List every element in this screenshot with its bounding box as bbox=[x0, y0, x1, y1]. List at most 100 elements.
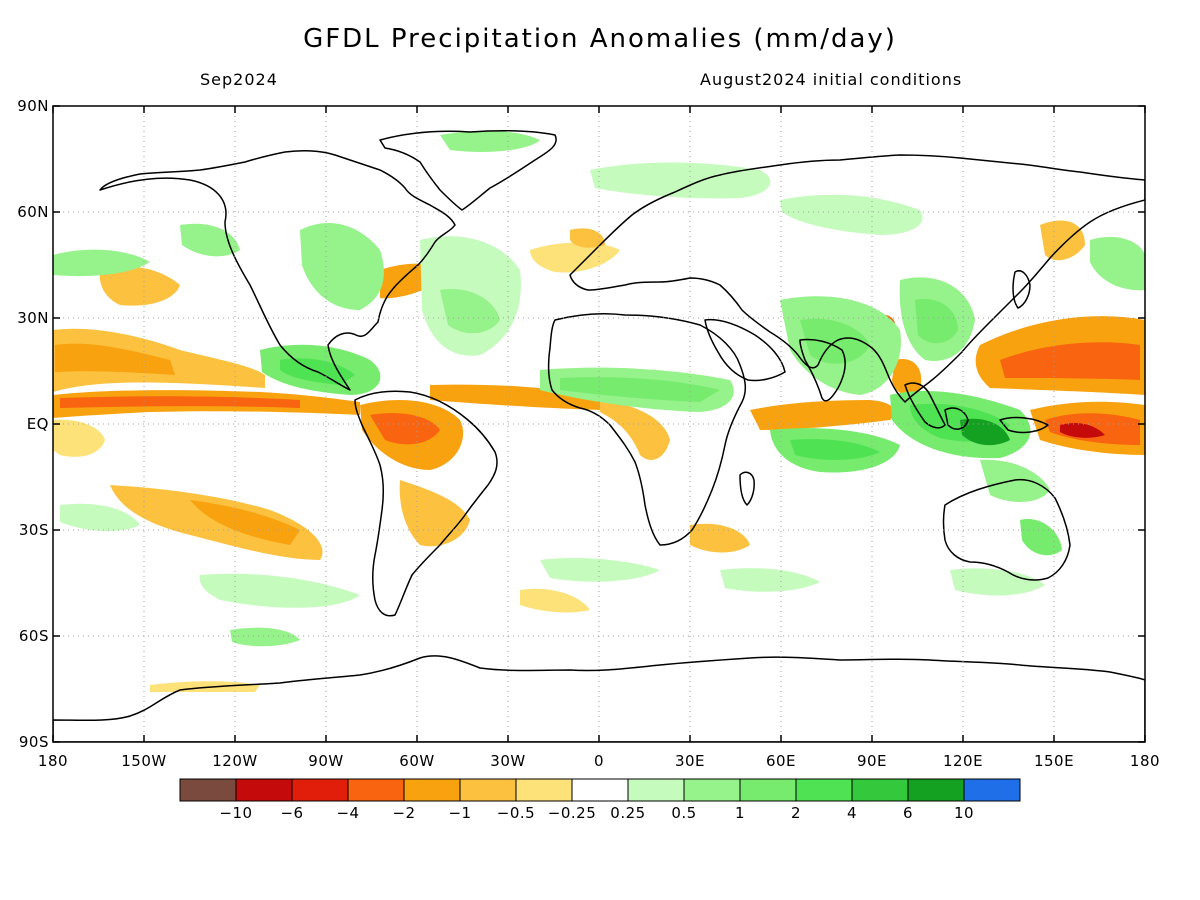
anomaly-patch bbox=[55, 343, 175, 375]
colorbar-swatch bbox=[571, 778, 629, 802]
anomaly-patch bbox=[440, 289, 500, 334]
anomaly-patch bbox=[1040, 220, 1085, 261]
coastline-madagascar bbox=[739, 471, 755, 506]
anomaly-patch bbox=[1090, 236, 1145, 291]
colorbar-label: 1 bbox=[735, 804, 745, 822]
coastlines bbox=[53, 130, 1145, 742]
anomaly-patch bbox=[950, 568, 1045, 596]
map-title: GFDL Precipitation Anomalies (mm/day) bbox=[303, 24, 897, 54]
colorbar: −10 −6 −4 −2 −1 −0.5 −0.25 0.25 0.5 1 2 4 6 10 bbox=[179, 778, 1021, 822]
lon-label: 150E bbox=[1034, 752, 1074, 770]
anomaly-patch bbox=[530, 242, 620, 273]
lat-label: 90S bbox=[19, 733, 49, 751]
coastline-australia bbox=[942, 478, 1071, 581]
anomaly-patch bbox=[399, 480, 470, 547]
coastline-antarctica bbox=[53, 655, 1145, 742]
colorbar-label: −10 bbox=[219, 804, 252, 822]
anomaly-patch bbox=[60, 503, 140, 532]
anomaly-patch bbox=[1000, 342, 1140, 380]
colorbar-swatch bbox=[347, 778, 405, 802]
colorbar-label: −6 bbox=[280, 804, 303, 822]
lon-label: 30W bbox=[490, 752, 525, 770]
coastline-north-america bbox=[99, 150, 456, 391]
anomaly-patch bbox=[570, 228, 605, 248]
anomaly-field bbox=[53, 130, 1145, 692]
colorbar-swatch bbox=[795, 778, 853, 802]
colorbar-label: 4 bbox=[847, 804, 857, 822]
colorbar-swatch bbox=[291, 778, 349, 802]
anomaly-patch bbox=[1060, 423, 1105, 438]
anomaly-patch bbox=[53, 249, 150, 277]
colorbar-swatch bbox=[403, 778, 461, 802]
anomaly-patch bbox=[99, 266, 180, 306]
anomaly-patch bbox=[370, 413, 440, 445]
anomaly-patch bbox=[53, 419, 105, 457]
coastline-new-guinea bbox=[999, 416, 1049, 434]
anomaly-patch bbox=[60, 396, 300, 408]
anomaly-patch bbox=[110, 485, 323, 560]
colorbar-swatch bbox=[459, 778, 517, 802]
anomaly-patch bbox=[180, 223, 240, 257]
lat-label: 90N bbox=[17, 97, 49, 115]
anomaly-patch bbox=[440, 130, 540, 152]
lat-label: EQ bbox=[27, 415, 49, 433]
lon-label: 90W bbox=[308, 752, 343, 770]
anomaly-patch bbox=[190, 500, 300, 545]
anomaly-patch bbox=[690, 523, 750, 553]
colorbar-label: −0.5 bbox=[497, 804, 535, 822]
anomaly-patch bbox=[560, 377, 720, 402]
lat-label: 60N bbox=[17, 203, 49, 221]
coastline-africa bbox=[547, 313, 747, 546]
lon-label: 120E bbox=[943, 752, 983, 770]
colorbar-swatch bbox=[235, 778, 293, 802]
anomaly-patch bbox=[300, 222, 384, 310]
lon-label: 180 bbox=[1130, 752, 1160, 770]
colorbar-label: −1 bbox=[448, 804, 471, 822]
lat-label: 30S bbox=[19, 521, 49, 539]
lon-label: 90E bbox=[857, 752, 887, 770]
anomaly-patch bbox=[600, 400, 670, 460]
colorbar-label: 10 bbox=[954, 804, 974, 822]
coastline-southeast-asia bbox=[904, 382, 946, 429]
forecast-month-label: Sep2024 bbox=[200, 70, 278, 89]
coastline-arabia bbox=[704, 318, 786, 382]
anomaly-patch bbox=[915, 299, 958, 344]
coastline-japan bbox=[1012, 270, 1031, 309]
anomaly-patch bbox=[750, 400, 895, 430]
colorbar-label: −4 bbox=[336, 804, 359, 822]
coastline-borneo bbox=[944, 407, 969, 430]
colorbar-swatch bbox=[683, 778, 741, 802]
anomaly-patch bbox=[1020, 519, 1062, 556]
colorbar-label: 2 bbox=[791, 804, 801, 822]
anomaly-patch bbox=[199, 573, 360, 608]
colorbar-swatch bbox=[739, 778, 797, 802]
colorbar-label: −0.25 bbox=[548, 804, 596, 822]
lon-label: 150W bbox=[121, 752, 166, 770]
anomaly-patch bbox=[960, 418, 1010, 446]
lon-label: 180 bbox=[38, 752, 68, 770]
anomaly-patch bbox=[892, 359, 922, 396]
colorbar-label: 0.5 bbox=[671, 804, 696, 822]
colorbar-swatch bbox=[627, 778, 685, 802]
graticule bbox=[53, 106, 1145, 742]
anomaly-patch bbox=[590, 162, 771, 199]
colorbar-swatch bbox=[179, 778, 237, 802]
lon-label: 60W bbox=[399, 752, 434, 770]
anomaly-patch bbox=[540, 558, 660, 582]
initial-conditions-label: August2024 initial conditions bbox=[700, 70, 963, 89]
colorbar-swatch bbox=[907, 778, 965, 802]
lon-label: 60E bbox=[766, 752, 796, 770]
anomaly-patch bbox=[230, 627, 300, 647]
anomaly-patch bbox=[150, 681, 260, 692]
anomaly-patch bbox=[980, 459, 1050, 502]
lon-label: 120W bbox=[212, 752, 257, 770]
lon-label: 0 bbox=[594, 752, 604, 770]
colorbar-label: −2 bbox=[392, 804, 415, 822]
anomaly-patch bbox=[520, 588, 590, 613]
anomaly-patch bbox=[790, 439, 880, 460]
lat-label: 30N bbox=[17, 309, 49, 327]
colorbar-label: 0.25 bbox=[610, 804, 645, 822]
coastline-south-america bbox=[354, 390, 498, 617]
